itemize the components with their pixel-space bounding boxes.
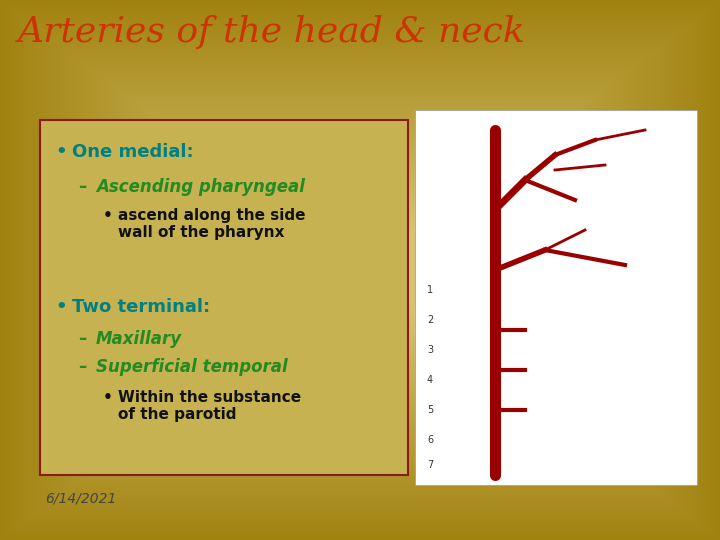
Text: Within the substance
of the parotid: Within the substance of the parotid (118, 390, 301, 422)
Text: 6/14/2021: 6/14/2021 (45, 492, 117, 506)
Text: ascend along the side
wall of the pharynx: ascend along the side wall of the pharyn… (118, 208, 305, 240)
Text: •: • (55, 298, 67, 316)
Text: 4: 4 (427, 375, 433, 385)
Text: 6: 6 (427, 435, 433, 445)
Text: •: • (103, 208, 113, 223)
Text: 2: 2 (427, 315, 433, 325)
Text: 3: 3 (427, 345, 433, 355)
Text: Two terminal:: Two terminal: (72, 298, 210, 316)
Text: Superficial temporal: Superficial temporal (96, 358, 288, 376)
Text: 7: 7 (427, 460, 433, 470)
Text: •: • (103, 390, 113, 405)
Text: Ascending pharyngeal: Ascending pharyngeal (96, 178, 305, 196)
Text: –: – (78, 330, 86, 348)
FancyBboxPatch shape (415, 110, 697, 485)
Text: –: – (78, 358, 86, 376)
Text: 1: 1 (427, 285, 433, 295)
Text: Arteries of the head & neck: Arteries of the head & neck (18, 15, 526, 49)
FancyBboxPatch shape (40, 120, 408, 475)
Text: –: – (78, 178, 86, 196)
Text: One medial:: One medial: (72, 143, 194, 161)
Text: Maxillary: Maxillary (96, 330, 182, 348)
Text: 5: 5 (427, 405, 433, 415)
Text: •: • (55, 143, 67, 161)
